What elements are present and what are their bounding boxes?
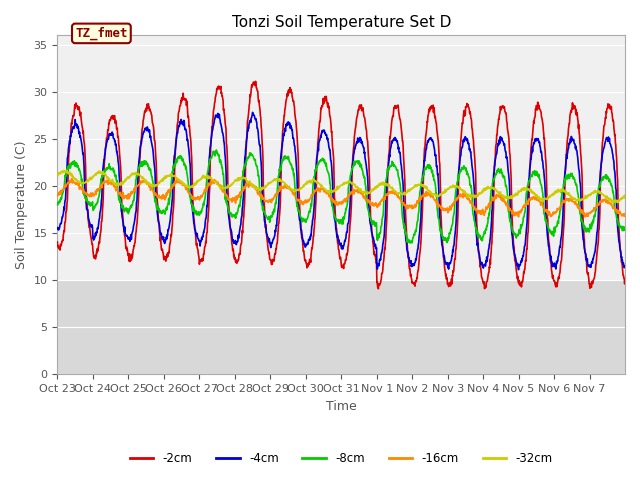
Text: TZ_fmet: TZ_fmet <box>75 27 127 40</box>
X-axis label: Time: Time <box>326 400 356 413</box>
Title: Tonzi Soil Temperature Set D: Tonzi Soil Temperature Set D <box>232 15 451 30</box>
Y-axis label: Soil Temperature (C): Soil Temperature (C) <box>15 141 28 269</box>
Bar <box>58 280 625 374</box>
Legend: -2cm, -4cm, -8cm, -16cm, -32cm: -2cm, -4cm, -8cm, -16cm, -32cm <box>125 448 557 470</box>
